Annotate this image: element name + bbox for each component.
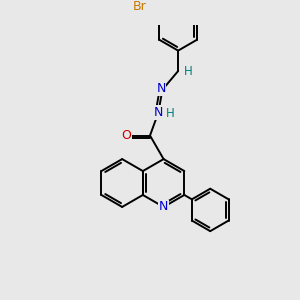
Text: N: N (154, 106, 163, 119)
Text: N: N (156, 82, 166, 95)
Text: H: H (165, 107, 174, 120)
Text: N: N (159, 200, 168, 213)
Text: O: O (122, 129, 131, 142)
Text: Br: Br (133, 0, 146, 13)
Text: H: H (184, 64, 193, 77)
